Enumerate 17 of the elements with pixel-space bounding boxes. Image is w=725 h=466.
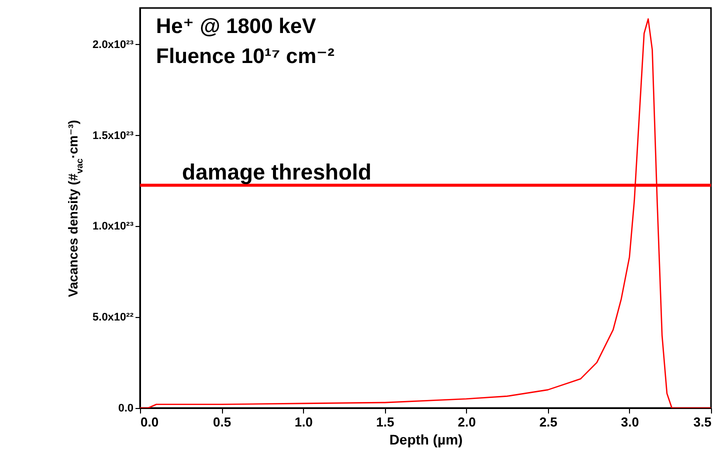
x-tick-label: 3.5 [693, 414, 712, 430]
y-tick-label: 2.0x10²³ [92, 38, 134, 51]
x-tick-label: 1.0 [294, 414, 313, 430]
annotation: Fluence 10¹⁷ cm⁻² [156, 45, 334, 68]
y-tick-label: 1.5x10²³ [92, 130, 134, 142]
x-axis-title: Depth (µm) [389, 432, 463, 448]
x-tick-label: 2.0 [458, 414, 476, 430]
x-tick-label: 1.5 [376, 414, 394, 430]
annotation: He⁺ @ 1800 keV [156, 15, 316, 38]
x-tick-label: 0.5 [213, 414, 232, 430]
y-tick-label: 1.0x10²³ [92, 220, 134, 233]
y-tick-label: 5.0x10²² [92, 312, 134, 324]
x-tick-label: 0.0 [140, 414, 159, 430]
x-tick-label: 2.5 [539, 414, 558, 430]
y-tick-label: 0.0 [118, 402, 134, 414]
x-tick-label: 3.0 [620, 414, 639, 430]
ref-line-label: damage threshold [182, 159, 372, 184]
